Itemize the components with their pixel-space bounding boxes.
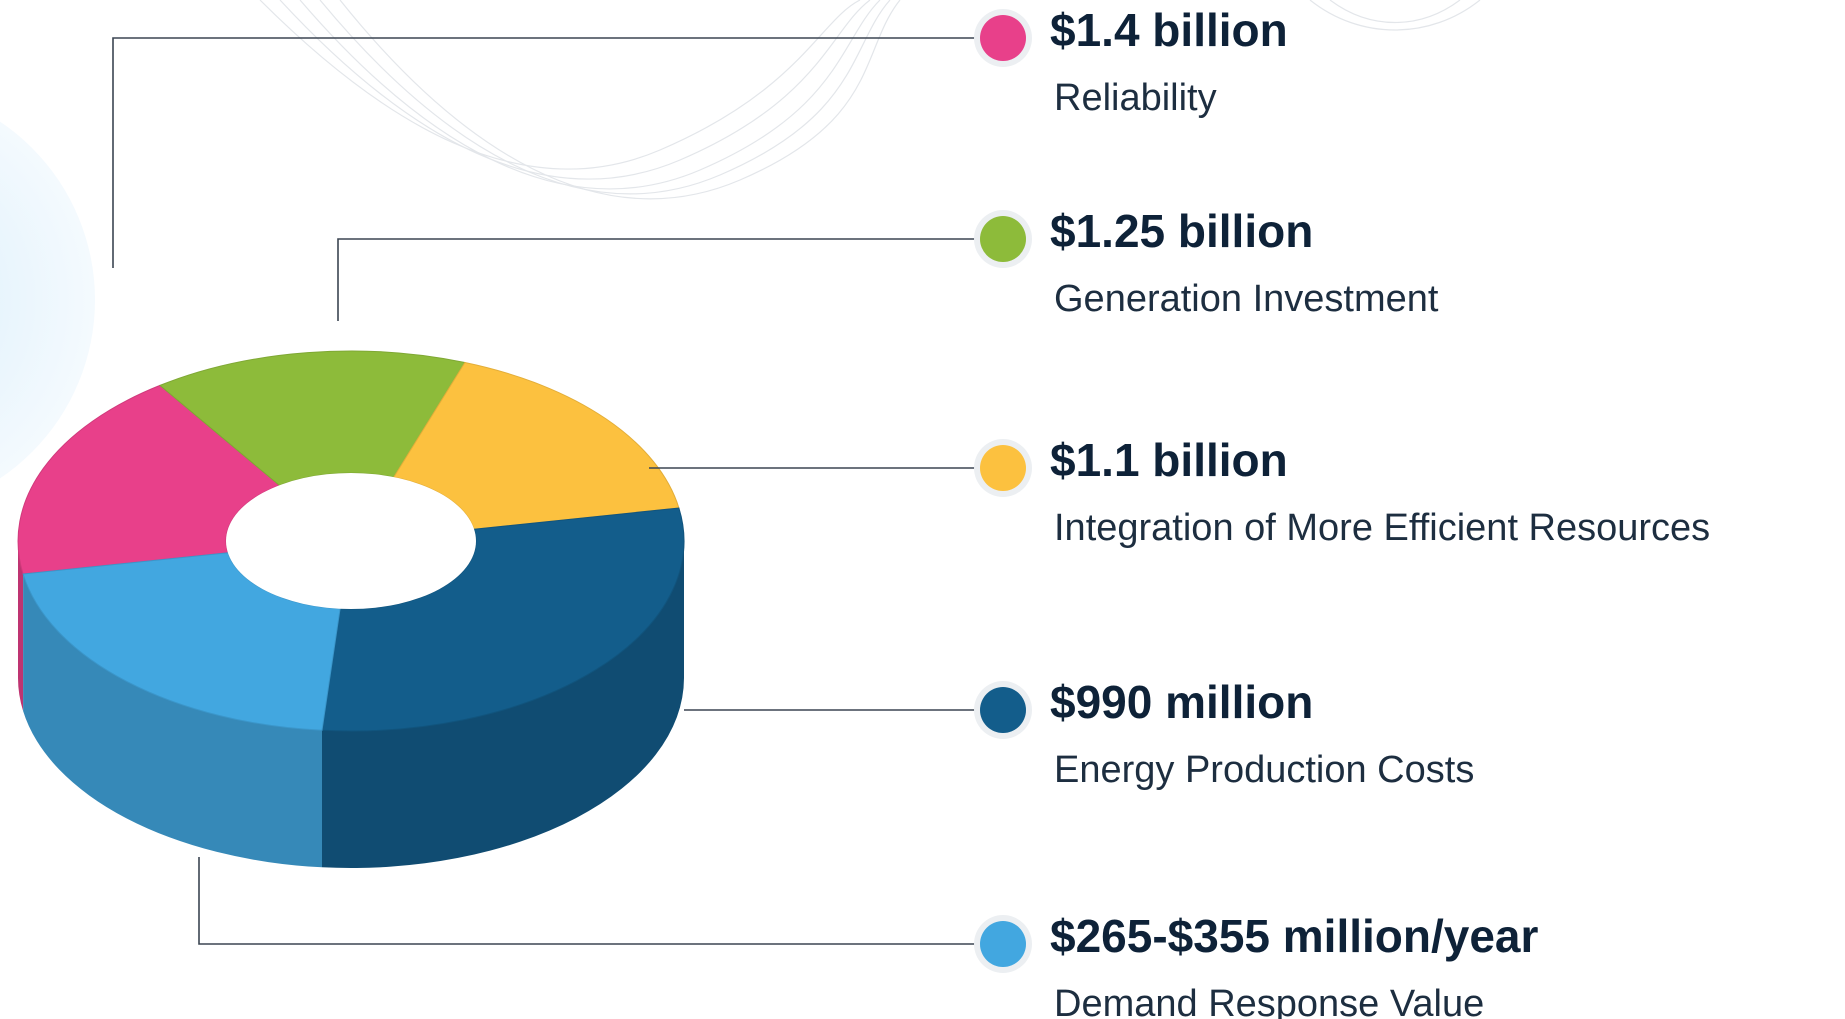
amount: $990 million (1050, 676, 1313, 728)
leader-line (112, 37, 976, 268)
legend: $1.4 billion Reliability $1.25 billion Gene… (974, 4, 1710, 1019)
legend-dot (980, 687, 1026, 733)
category-label: Generation Investment (1054, 278, 1439, 320)
amount: $1.4 billion (1050, 4, 1288, 56)
category-label: Energy Production Costs (1054, 749, 1474, 791)
legend-dot (980, 921, 1026, 967)
donut-chart (17, 350, 685, 869)
category-label: Integration of More Efficient Resources (1054, 507, 1710, 549)
legend-dot (980, 445, 1026, 491)
category-label: Demand Response Value (1054, 983, 1484, 1019)
amount: $1.1 billion (1050, 434, 1288, 486)
donut-hole (226, 473, 476, 609)
amount: $265-$355 million/year (1050, 910, 1539, 962)
legend-dot (980, 15, 1026, 61)
segment-wall (18, 541, 24, 711)
background-waves (259, 0, 1481, 200)
leader-lines (112, 37, 976, 945)
background-circle (0, 121, 95, 479)
segment-wall (23, 574, 322, 868)
leader-line (337, 238, 976, 321)
amount: $1.25 billion (1050, 205, 1313, 257)
legend-dot (980, 216, 1026, 262)
leader-line (198, 857, 976, 945)
category-label: Reliability (1054, 77, 1217, 119)
segment-wall (322, 541, 684, 869)
